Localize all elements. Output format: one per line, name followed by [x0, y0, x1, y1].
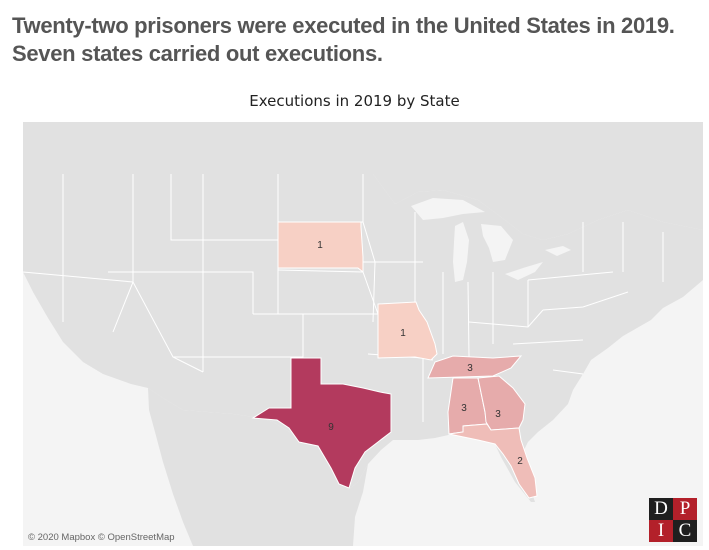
logo-letter-p: P — [673, 498, 697, 520]
logo-letter-i: I — [649, 520, 673, 542]
state-georgia[interactable] — [477, 375, 526, 431]
state-south-dakota[interactable] — [277, 221, 364, 274]
label-tennessee: 3 — [467, 363, 473, 374]
state-texas[interactable] — [251, 357, 392, 489]
label-south-dakota: 1 — [317, 240, 323, 251]
label-texas: 9 — [328, 422, 334, 433]
label-florida: 2 — [517, 456, 523, 467]
map-credit[interactable]: © 2020 Mapbox © OpenStreetMap — [28, 532, 175, 543]
usa-land — [23, 174, 703, 502]
map-title: Executions in 2019 by State — [249, 92, 460, 110]
state-missouri[interactable] — [377, 301, 438, 361]
lake-huron — [481, 224, 513, 262]
lake-erie — [505, 262, 543, 280]
logo-letter-d: D — [654, 498, 668, 519]
mexico-land — [148, 388, 368, 546]
map-container[interactable]: 1 1 3 3 3 2 9 © 2020 Mapbox © OpenStreet… — [23, 122, 703, 546]
headline-line-1: Twenty-two prisoners were executed in th… — [12, 13, 675, 38]
lake-ontario — [545, 246, 571, 256]
label-missouri: 1 — [400, 328, 406, 339]
canada-land — [23, 122, 703, 240]
us-map[interactable]: 1 1 3 3 3 2 9 — [23, 122, 703, 546]
state-tennessee[interactable] — [427, 355, 523, 379]
dpic-logo: D P I C — [649, 498, 697, 542]
label-alabama: 3 — [461, 403, 467, 414]
headline-line-2: Seven states carried out executions. — [12, 41, 383, 66]
label-georgia: 3 — [495, 409, 501, 420]
state-florida[interactable] — [448, 423, 538, 499]
logo-letter-c: C — [678, 520, 692, 541]
lake-superior — [411, 198, 485, 220]
lake-michigan — [453, 222, 469, 282]
